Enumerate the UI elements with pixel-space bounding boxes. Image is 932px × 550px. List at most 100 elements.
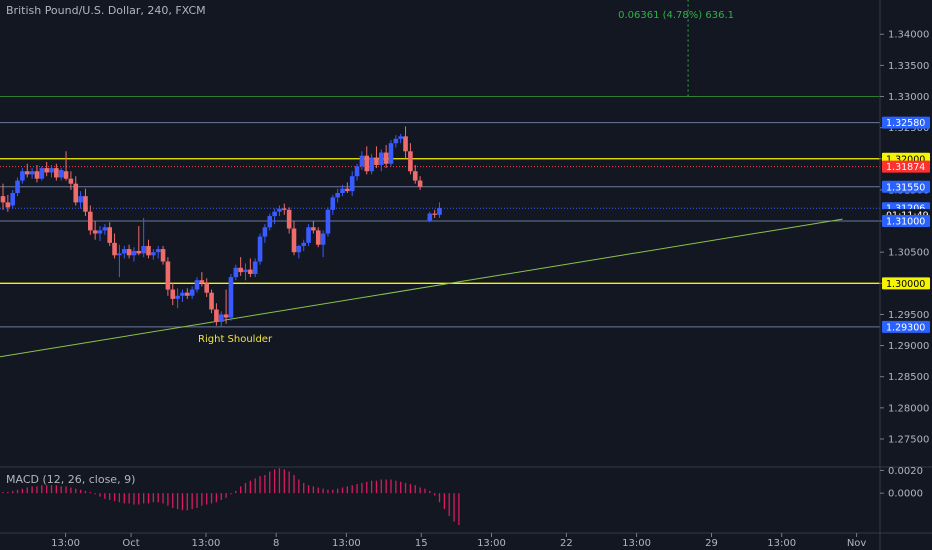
candle-body [408,151,413,172]
candle-body [107,227,112,243]
candle-body [121,249,127,254]
candle-body [262,227,268,237]
candle-body [92,230,98,234]
candle-body [97,230,103,234]
trendline [0,218,843,358]
candle-body [160,249,166,262]
price-tag-label: 1.31000 [886,217,925,228]
candle-body [146,245,151,256]
candle-body [141,245,146,254]
candle-body [417,180,423,187]
time-tick-label: 13:00 [332,538,361,549]
candle-body [320,233,326,245]
candle-body [112,242,117,256]
candle-body [252,261,258,274]
candle-body [403,136,408,152]
candle-body [180,292,185,296]
candle-body [83,196,88,212]
price-tick-label: 1.28500 [888,372,929,383]
candle-body [68,178,74,184]
time-tick-label: 13:00 [767,538,796,549]
price-tag [882,160,930,173]
candle-body [277,208,282,212]
candle-body [117,253,122,256]
candle-body [437,207,442,215]
candle-body [170,289,176,299]
candle-body [364,155,370,172]
candle-body [34,171,40,179]
candle-body [233,267,239,278]
candle-body [78,196,83,203]
candle-body [5,202,11,208]
candle-body [267,216,273,228]
candle-body [393,138,399,144]
candle-body [238,267,243,273]
candle-body [44,168,49,173]
candle-body [379,152,384,166]
candle-body [102,227,108,231]
candle-body [325,209,331,234]
candle-body [194,280,200,290]
candle-body [412,171,418,181]
chart-title: British Pound/U.S. Dollar, 240, FXCM [6,4,206,17]
candle-body [0,196,6,203]
candle-body [296,245,302,253]
candle-body [228,277,234,318]
macd-tick-label: 0.0020 [888,466,923,477]
time-tick-label: 15 [415,538,428,549]
candle-body [272,211,277,217]
candle-body [218,314,224,322]
candle-body [29,171,35,175]
candle-body [165,261,171,290]
candle-body [223,314,229,318]
candle-body [49,168,54,173]
candle-body [204,283,209,293]
candle-body [330,197,336,210]
price-tag [882,215,930,228]
candle-body [185,292,190,296]
price-tag-label: 1.29300 [886,322,925,333]
time-tick-label: 8 [273,538,279,549]
candle-body [374,157,379,166]
price-tag [882,180,930,193]
candle-body [151,252,156,256]
candle-body [354,166,360,177]
candles [0,126,442,327]
candle-body [63,171,69,179]
candle-body [398,136,403,139]
candle-body [243,269,248,273]
price-tags: 1.325801.320001.318741.315501.3120601:11… [882,116,930,333]
candle-body [340,188,345,194]
candle-body [73,183,79,203]
price-tick-label: 1.27500 [888,434,929,445]
candle-body [126,249,132,256]
macd-histogram [2,468,460,526]
candle-body [88,211,93,231]
time-tick-label: Oct [122,538,139,549]
candle-body [383,152,389,164]
time-tick-label: 13:00 [622,538,651,549]
candle-body [369,157,374,172]
candle-body [136,250,142,254]
candle-body [291,228,297,253]
price-tick-label: 1.33000 [888,92,929,103]
time-tick-label: Nov [847,538,867,549]
price-tag-label: 1.31550 [886,182,925,193]
macd-tick-label: 0.0000 [888,489,923,500]
price-tick-label: 1.34000 [888,30,929,41]
price-tag-label: 1.32580 [886,118,925,129]
plot-lines: 0.06361 (4.78%) 636.1 Right Shoulder [0,0,880,358]
candle-body [15,180,20,194]
price-tag [882,277,930,290]
measure-label: 0.06361 (4.78%) 636.1 [618,10,734,21]
candle-body [39,168,45,179]
candle-body [214,309,219,322]
candle-body [306,227,311,243]
price-tick-label: 1.30500 [888,248,929,259]
price-tag [882,116,930,129]
candle-body [175,295,180,299]
time-tick-label: 29 [705,538,718,549]
candle-body [189,289,195,296]
